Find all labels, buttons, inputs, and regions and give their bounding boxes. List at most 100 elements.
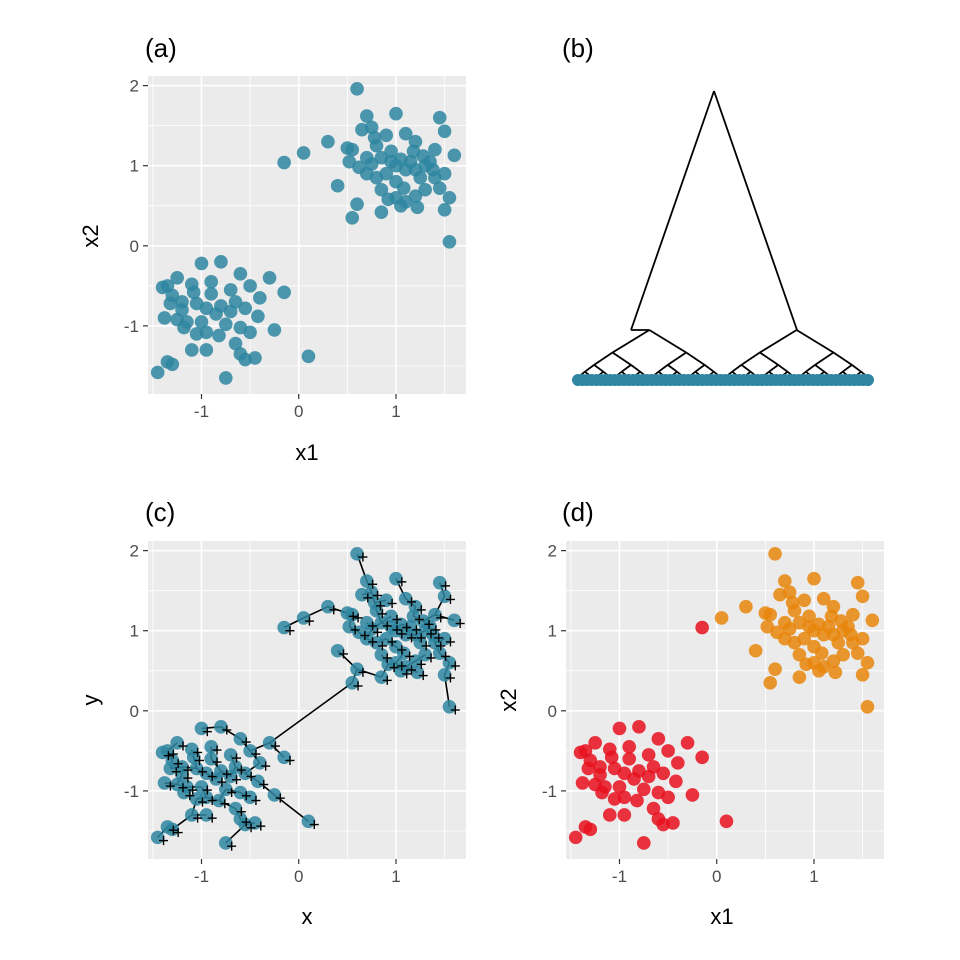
dendrogram-branch	[814, 351, 834, 366]
panel-c-y-axis-label: y	[78, 695, 103, 706]
data-point	[267, 323, 282, 337]
data-point	[447, 148, 462, 163]
cross-marker	[207, 796, 217, 806]
data-point	[301, 814, 316, 829]
cross-marker	[441, 581, 451, 591]
x-tick-label: 1	[809, 867, 818, 886]
data-point	[199, 325, 214, 340]
data-point	[428, 607, 442, 622]
data-point	[262, 271, 277, 285]
data-point	[150, 365, 165, 380]
cross-marker	[168, 749, 178, 759]
dendrogram-branch	[612, 329, 650, 354]
panel-d-ticks: -1 0 1 -1 0 1 2	[542, 542, 819, 886]
data-point	[228, 801, 243, 816]
data-point	[785, 595, 800, 610]
data-point	[627, 772, 641, 786]
cross-marker	[202, 785, 212, 795]
data-point	[826, 654, 841, 668]
data-point	[253, 291, 267, 305]
data-point	[428, 142, 442, 157]
data-point	[384, 609, 398, 624]
data-point	[223, 748, 238, 762]
data-point	[199, 808, 214, 822]
dendrogram-branch	[805, 364, 816, 373]
dendrogram-branch	[630, 90, 715, 331]
data-point	[194, 721, 209, 736]
cross-marker	[402, 623, 412, 633]
data-point	[345, 675, 360, 690]
data-point	[374, 205, 389, 219]
cross-marker	[387, 598, 397, 608]
cross-marker	[431, 625, 441, 635]
y-tick-label: 2	[548, 542, 557, 561]
data-point	[238, 301, 253, 316]
data-point	[233, 267, 248, 281]
dendrogram-branch	[842, 364, 853, 373]
data-point	[223, 769, 238, 784]
data-point	[204, 287, 219, 301]
cross-marker	[387, 637, 397, 647]
dendrogram-branch	[612, 351, 632, 366]
data-point	[243, 744, 257, 758]
cross-marker	[377, 641, 387, 651]
data-point	[575, 776, 590, 790]
data-point	[184, 343, 199, 357]
data-point	[656, 817, 671, 832]
dendrogram-branch	[832, 351, 853, 366]
cross-marker	[445, 637, 455, 647]
cross-marker	[178, 783, 188, 793]
data-point	[630, 793, 644, 808]
y-tick-label: 0	[130, 702, 139, 721]
cross-marker	[402, 669, 412, 679]
data-point	[636, 836, 651, 850]
cross-marker	[246, 823, 256, 833]
data-point	[768, 662, 782, 676]
cross-marker	[363, 593, 373, 603]
data-point	[846, 607, 860, 622]
dendrogram-branch	[658, 364, 669, 373]
data-point	[413, 170, 428, 185]
y-tick-label: -1	[542, 782, 557, 801]
cross-marker	[329, 605, 339, 615]
data-point	[165, 357, 180, 372]
data-point	[855, 667, 870, 682]
x-tick-label: 0	[294, 402, 303, 421]
cross-marker	[183, 773, 193, 783]
data-point	[406, 609, 421, 624]
cross-marker	[207, 813, 217, 823]
data-point	[406, 144, 421, 159]
panel-d-points	[568, 547, 880, 850]
data-point	[581, 761, 596, 776]
data-point	[641, 748, 656, 762]
dendrogram-branch	[759, 329, 798, 354]
data-point	[442, 655, 457, 670]
data-point	[296, 146, 311, 160]
data-point	[218, 317, 233, 332]
data-point	[418, 182, 432, 197]
x-tick-label: 1	[391, 402, 400, 421]
cross-marker	[389, 663, 399, 673]
cross-marker	[251, 796, 261, 806]
data-point	[396, 181, 411, 195]
dendrogram-branch	[740, 351, 761, 366]
data-point	[807, 571, 821, 586]
cross-marker	[455, 619, 465, 629]
cross-marker	[416, 605, 426, 615]
panel-d-y-axis-label: x2	[496, 688, 521, 711]
cross-marker	[212, 745, 222, 755]
data-point	[812, 663, 826, 678]
y-tick-label: -1	[124, 317, 139, 336]
data-point	[447, 613, 462, 628]
data-point	[350, 662, 364, 676]
dendrogram-branch	[814, 364, 825, 373]
data-point	[792, 647, 807, 662]
data-point	[768, 547, 782, 561]
cross-marker	[195, 755, 205, 765]
cross-marker	[350, 625, 360, 635]
data-point	[396, 646, 411, 660]
cross-marker	[348, 611, 358, 621]
data-point	[186, 285, 201, 300]
cross-marker	[358, 667, 368, 677]
cross-marker	[382, 621, 392, 631]
